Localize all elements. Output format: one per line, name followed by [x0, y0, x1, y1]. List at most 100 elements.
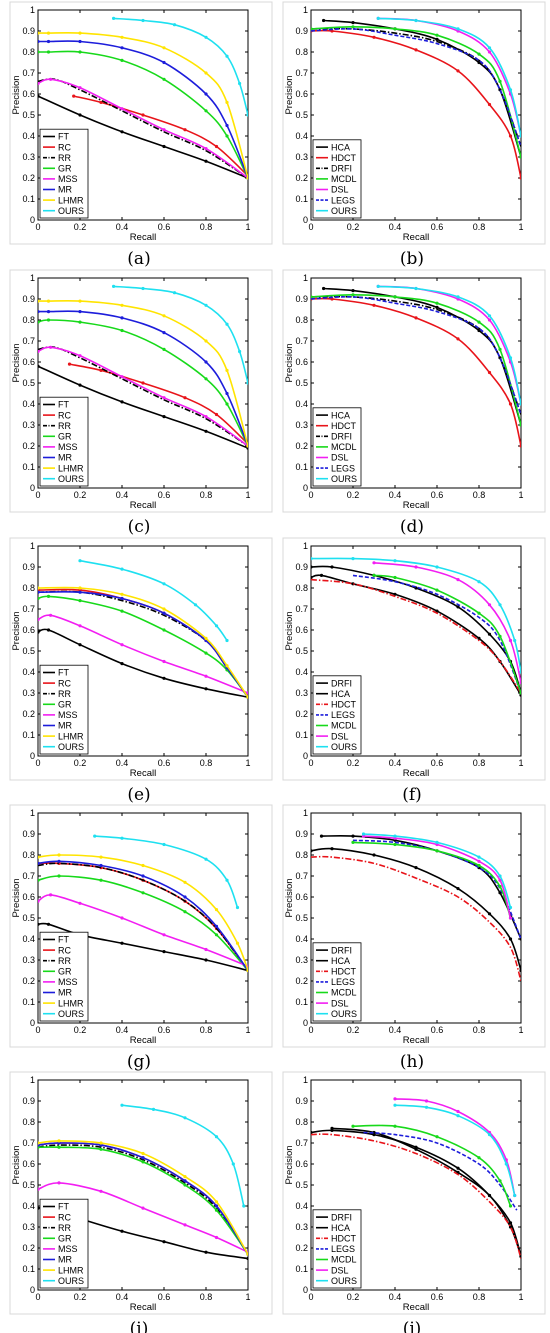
y-tick-label: 0.4 [295, 131, 308, 141]
data-point-hca [435, 305, 439, 309]
x-tick-label: 1 [245, 758, 250, 768]
data-point-mr [162, 611, 166, 615]
data-point-mss [162, 933, 166, 937]
data-point-hca [330, 1126, 334, 1130]
y-tick-label: 0.6 [22, 357, 35, 367]
data-point-drfi [456, 887, 460, 891]
data-point-mr [183, 895, 187, 899]
x-tick-label: 0.4 [389, 1292, 402, 1302]
data-point-rc [141, 381, 145, 385]
data-point-mr [78, 310, 82, 314]
legend-label-ours: OURS [58, 1009, 84, 1019]
y-tick-label: 0.2 [295, 173, 308, 183]
data-point-hca [351, 834, 355, 838]
data-point-lhmr [246, 176, 248, 180]
legend-label-mss: MSS [58, 174, 78, 184]
data-point-lhmr [38, 299, 40, 303]
data-point-gr [99, 878, 103, 882]
y-tick-label: 0.9 [295, 294, 308, 304]
data-point-lhmr [38, 855, 40, 859]
y-tick-label: 0.4 [22, 399, 35, 409]
y-tick-label: 0 [303, 215, 308, 225]
data-point-mss [78, 86, 82, 90]
legend-label-mcdl: MCDL [331, 988, 357, 998]
x-tick-label: 0.4 [389, 490, 402, 500]
data-point-drfi [508, 937, 513, 941]
y-tick-label: 0.4 [22, 131, 35, 141]
x-tick-label: 0.2 [347, 490, 360, 500]
data-point-gr [162, 347, 166, 351]
legend-label-hca: HCA [331, 956, 350, 966]
y-tick-label: 0.1 [22, 997, 35, 1007]
panel-caption: (b) [400, 249, 424, 269]
y-axis-title: Precision [11, 878, 22, 917]
data-point-mss [120, 107, 124, 111]
panel-caption: (h) [400, 1052, 424, 1072]
data-point-ft [120, 941, 124, 945]
data-point-lhmr [38, 31, 40, 35]
data-point-ft [246, 1256, 248, 1261]
data-point-mcdl [498, 1179, 502, 1183]
y-tick-label: 0.5 [22, 110, 35, 120]
data-point-ours [151, 1107, 156, 1111]
legend-label-legs: LEGS [331, 463, 355, 473]
legend-label-gr: GR [58, 1234, 72, 1244]
panel-caption: (g) [127, 1052, 151, 1072]
y-tick-label: 0.7 [295, 68, 308, 78]
data-point-hca [456, 605, 460, 609]
y-tick-label: 0.2 [22, 709, 35, 719]
series-line-ours [378, 17, 521, 137]
data-point-mss [78, 624, 82, 628]
y-tick-label: 0.8 [295, 315, 308, 325]
data-point-mss [120, 375, 124, 379]
y-tick-label: 0.6 [22, 1159, 35, 1169]
data-point-rc [99, 100, 103, 104]
data-point-ours [162, 582, 166, 586]
y-tick-label: 0.7 [22, 336, 35, 346]
data-point-lhmr [246, 1252, 248, 1256]
data-point-gr [78, 599, 82, 603]
x-tick-label: 0.4 [389, 1025, 402, 1035]
data-point-mcdl [351, 293, 355, 297]
data-point-dsl [414, 565, 418, 569]
data-point-mss [49, 893, 53, 897]
y-tick-label: 0 [30, 1285, 35, 1295]
data-point-drfi [414, 866, 418, 870]
y-axis-title: Precision [11, 611, 22, 650]
data-point-mss [57, 1181, 61, 1185]
series-layer [38, 16, 248, 180]
data-point-ft [204, 429, 208, 433]
series-line-legs [363, 1131, 518, 1211]
data-point-ours [376, 284, 380, 288]
y-tick-label: 0.6 [295, 89, 308, 99]
x-tick-label: 0.4 [389, 222, 402, 232]
y-tick-label: 0 [30, 1018, 35, 1028]
series-line-rr [38, 590, 248, 698]
data-point-dsl [519, 680, 521, 685]
panel-caption: (c) [128, 517, 151, 537]
data-point-dsl [477, 859, 481, 863]
legend-label-hdct: HDCT [331, 967, 356, 977]
data-point-ft [38, 94, 40, 98]
series-line-hdct [311, 1133, 521, 1259]
series-line-ours [79, 559, 228, 641]
y-tick-label: 0.3 [295, 688, 308, 698]
y-tick-label: 0.2 [295, 709, 308, 719]
data-point-mcdl [393, 575, 397, 580]
data-point-gr [204, 377, 208, 381]
data-point-ft [204, 159, 208, 163]
legend-label-ft: FT [58, 668, 69, 678]
x-tick-label: 0.2 [74, 222, 87, 232]
x-tick-label: 0 [35, 1025, 40, 1035]
legend-label-ours: OURS [331, 206, 357, 216]
y-tick-label: 0.1 [22, 462, 35, 472]
legend-label-rr: RR [58, 153, 71, 163]
y-tick-label: 1 [30, 1075, 35, 1085]
data-point-ours [246, 113, 248, 117]
data-point-ours [504, 1162, 508, 1166]
series-line-gr [38, 319, 248, 447]
series-line-hdct [311, 578, 521, 694]
data-point-mr [120, 46, 124, 50]
data-point-ours [414, 18, 418, 23]
